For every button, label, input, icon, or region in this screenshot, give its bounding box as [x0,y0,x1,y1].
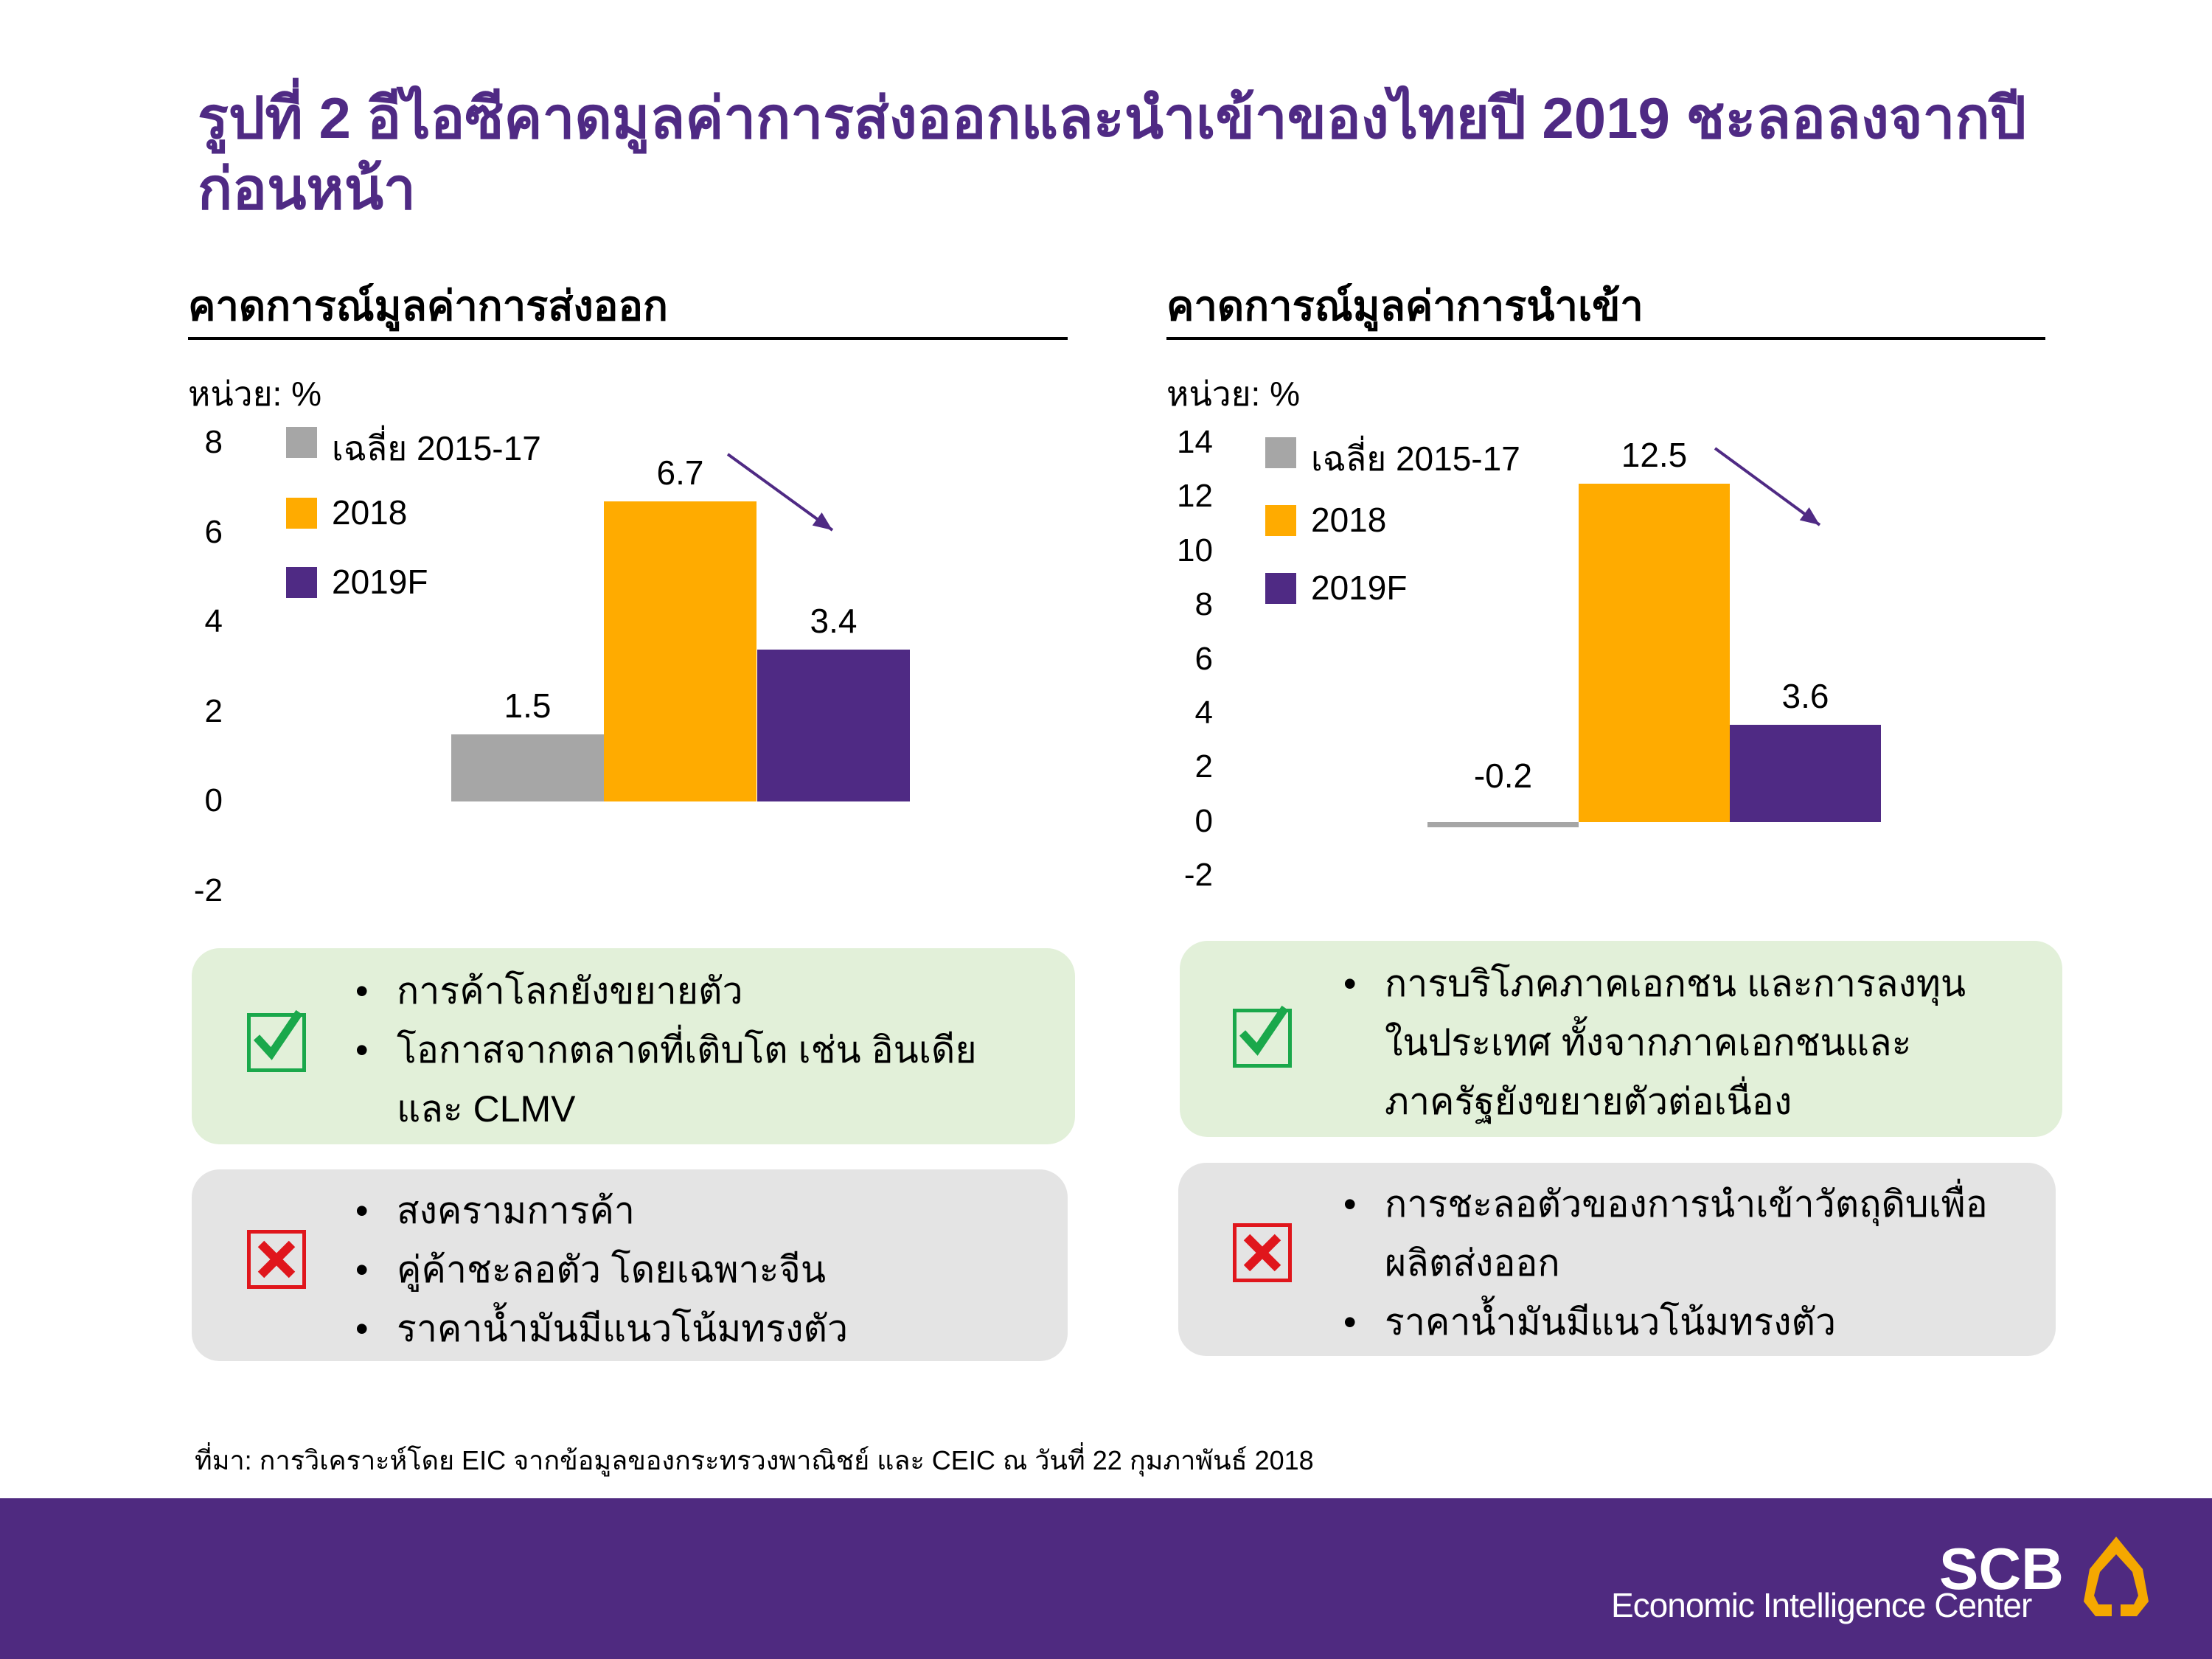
bullet-text: ราคาน้ำมันมีแนวโน้มทรงตัว [397,1308,849,1349]
y-tick-label: 8 [204,424,223,460]
unit-label: หน่วย: % [1166,375,1301,413]
y-tick-label: 4 [204,603,223,640]
bullet-text: โอกาสจากตลาดที่เติบโต เช่น อินเดีย และ C… [397,1029,977,1130]
bullet-dot: • [1343,1183,1357,1225]
page-title: รูปที่ 2 อีไอซีคาดมูลค่าการส่งออกและนำเข… [198,86,2027,221]
legend-label: 2019F [1311,568,1408,607]
bar-0 [1427,821,1579,827]
bullet-item: • โอกาสจากตลาดที่เติบโต เช่น อินเดีย และ … [355,1020,1034,1138]
y-tick-label: 6 [204,513,223,550]
y-tick-label: 2 [1194,748,1213,785]
data-label: 1.5 [504,686,552,726]
bullet-text: การค้าโลกยังขยายตัว [397,970,743,1012]
data-label: 3.4 [810,601,858,640]
y-tick-label: 6 [1194,640,1213,677]
chart-title: คาดการณ์มูลค่าการนำเข้า [1166,282,1644,329]
data-label: 3.6 [1781,676,1829,715]
bar-1 [604,501,757,802]
title-underline [188,337,1068,340]
bar-1 [1579,484,1730,822]
import-negative-box: • การชะลอตัวของการนำเข้าวัตถุดิบเพื่อผลิต… [1178,1163,2056,1356]
data-label: 6.7 [656,453,704,493]
legend-swatch [1265,437,1296,468]
bullet-list: • การบริโภคภาคเอกชน และการลงทุนในประเทศ ท… [1343,954,1978,1131]
bullet-item: • ราคาน้ำมันมีแนวโน้มทรงตัว [1343,1293,1992,1352]
export-negative-box: • สงครามการค้า • คู่ค้าชะลอตัว โดยเฉพาะจีน •… [192,1169,1068,1361]
legend-label: 2018 [332,493,408,532]
bullet-text: การชะลอตัวของการนำเข้าวัตถุดิบเพื่อผลิตส… [1385,1183,1988,1284]
unit-label: หน่วย: % [188,375,322,413]
bar-2 [1730,724,1881,822]
y-tick-label: 4 [1194,694,1213,731]
logo-name: Economic Intelligence Center [1611,1586,2032,1624]
data-label: 12.5 [1621,436,1688,475]
legend-swatch [286,567,317,598]
export-positive-box: • การค้าโลกยังขยายตัว • โอกาสจากตลาดที่เติบ… [192,948,1075,1144]
legend-label: เฉลี่ย 2015-17 [1311,439,1520,478]
bullet-text: ราคาน้ำมันมีแนวโน้มทรงตัว [1385,1301,1837,1343]
bullet-text: สงครามการค้า [397,1190,635,1231]
source-note: ที่มา: การวิเคราะห์โดย EIC จากข้อมูลของก… [195,1445,1314,1475]
bullet-list: • สงครามการค้า • คู่ค้าชะลอตัว โดยเฉพาะจีน •… [355,1181,1034,1358]
y-tick-label: 10 [1177,532,1213,568]
y-tick-label: 14 [1177,424,1213,460]
bullet-text: คู่ค้าชะลอตัว โดยเฉพาะจีน [397,1249,827,1290]
cross-icon [247,1230,306,1289]
bullet-item: • ราคาน้ำมันมีแนวโน้มทรงตัว [355,1299,1034,1358]
legend-swatch [1265,505,1296,536]
trend-arrow-icon [726,453,834,532]
bullet-dot: • [355,1308,369,1349]
bullet-dot: • [355,970,369,1012]
legend-swatch [286,427,317,458]
bullet-dot: • [355,1029,369,1071]
y-tick-label: -2 [1183,857,1213,893]
bullet-list: • การชะลอตัวของการนำเข้าวัตถุดิบเพื่อผลิต… [1343,1175,1992,1352]
bullet-item: • การชะลอตัวของการนำเข้าวัตถุดิบเพื่อผลิต… [1343,1175,1992,1293]
import-chart: คาดการณ์มูลค่าการนำเข้าหน่วย: % 14 12 10 8 6 4… [1106,0,2212,959]
y-tick-label: 2 [204,692,223,729]
scb-logo-icon [2084,1537,2149,1616]
logo-brand: SCB [1939,1536,2064,1601]
chart-title: คาดการณ์มูลค่าการส่งออก [188,282,668,329]
bullet-item: • การค้าโลกยังขยายตัว [355,961,1034,1020]
footer-band: SCB Economic Intelligence Center [0,1498,2212,1659]
y-tick-label: 0 [204,782,223,819]
y-tick-label: -2 [193,872,223,908]
check-icon [1233,1005,1292,1068]
legend-label: 2019F [332,563,428,601]
legend-label: 2018 [1311,501,1387,539]
data-label: -0.2 [1473,756,1533,795]
bar-0 [451,734,604,802]
y-tick-label: 12 [1177,478,1213,515]
y-tick-label: 8 [1194,586,1213,623]
legend-swatch [286,498,317,529]
bullet-text: การบริโภคภาคเอกชน และการลงทุนในประเทศ ทั… [1385,963,1966,1122]
bullet-item: • สงครามการค้า [355,1181,1034,1240]
bullet-dot: • [355,1190,369,1231]
bullet-dot: • [355,1249,369,1290]
import-positive-box: • การบริโภคภาคเอกชน และการลงทุนในประเทศ ท… [1180,941,2062,1137]
bullet-list: • การค้าโลกยังขยายตัว • โอกาสจากตลาดที่เติบ… [355,961,1034,1138]
legend-label: เฉลี่ย 2015-17 [332,429,541,467]
y-tick-label: 0 [1194,802,1213,839]
bar-2 [757,649,910,802]
bullet-dot: • [1343,1301,1357,1343]
title-underline [1166,337,2045,340]
bullet-item: • การบริโภคภาคเอกชน และการลงทุนในประเทศ ท… [1343,954,1978,1131]
trend-arrow-icon [1714,447,1821,526]
check-icon [247,1009,306,1072]
export-chart: คาดการณ์มูลค่าการส่งออกหน่วย: % 8 6 4 2 0 -2 1.… [0,0,1106,959]
cross-icon [1233,1223,1292,1282]
bullet-item: • คู่ค้าชะลอตัว โดยเฉพาะจีน [355,1240,1034,1299]
bullet-dot: • [1343,963,1357,1004]
legend-swatch [1265,573,1296,604]
